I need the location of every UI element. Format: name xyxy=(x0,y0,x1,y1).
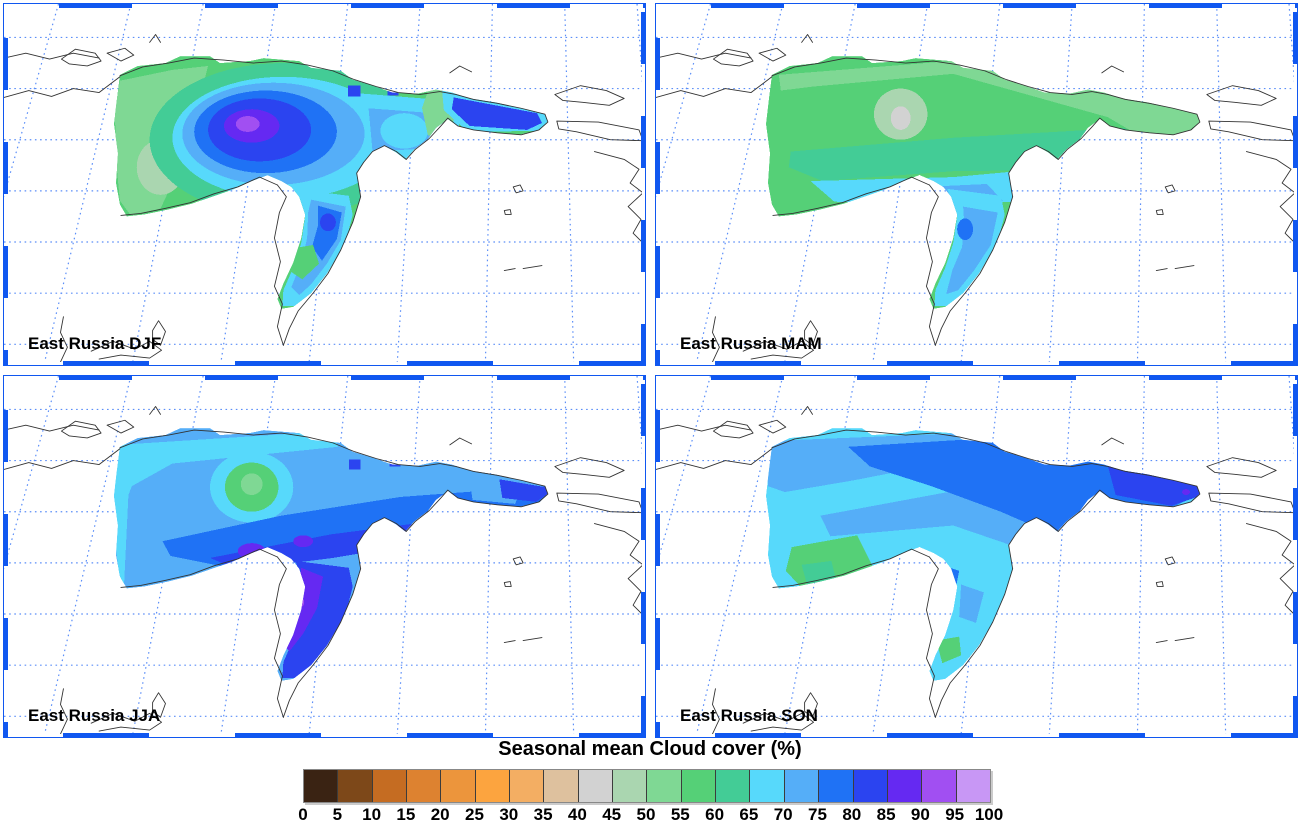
colorbar-tick-label: 30 xyxy=(499,805,519,824)
panel-label-djf: East Russia DJF xyxy=(28,334,162,353)
colorbar-cell xyxy=(407,770,442,802)
colorbar-cell xyxy=(613,770,648,802)
map-canvas-mam xyxy=(656,4,1294,362)
colorbar-tick-label: 70 xyxy=(773,805,793,824)
colorbar-scale xyxy=(303,769,991,803)
colorbar-cell xyxy=(338,770,373,802)
colorbar-tick-label: 10 xyxy=(362,805,382,824)
map-canvas-jja xyxy=(4,376,642,734)
colorbar-tick-label: 15 xyxy=(396,805,416,824)
colorbar-tick-label: 45 xyxy=(602,805,622,824)
panel-son: East Russia SON xyxy=(655,375,1298,738)
colorbar-tick-label: 75 xyxy=(808,805,827,824)
colorbar-cell xyxy=(956,770,990,802)
colorbar-cell xyxy=(475,770,511,802)
colorbar-cell xyxy=(510,770,545,802)
map-canvas-son xyxy=(656,376,1294,734)
panel-djf: East Russia DJF xyxy=(3,3,646,366)
colorbar-tick-label: 65 xyxy=(739,805,759,824)
colorbar-cell xyxy=(887,770,923,802)
colorbar-tick-label: 50 xyxy=(636,805,656,824)
colorbar-tick-label: 55 xyxy=(670,805,690,824)
colorbar-tick-label: 20 xyxy=(430,805,450,824)
colorbar-tick-label: 95 xyxy=(945,805,965,824)
colorbar-cell xyxy=(716,770,751,802)
colorbar-tick-label: 5 xyxy=(332,805,343,824)
colorbar-tick-label: 80 xyxy=(842,805,862,824)
colorbar-cell xyxy=(441,770,476,802)
colorbar-tick-labels: 0 5 10 15 20 25 30 35 40 45 50 55 60 65 70 75 80 85 90 95 10… xyxy=(298,805,1003,825)
colorbar-cell xyxy=(372,770,408,802)
map-canvas-djf xyxy=(4,4,642,362)
colorbar-tick-label: 85 xyxy=(876,805,896,824)
panel-mam: East Russia MAM xyxy=(655,3,1298,366)
colorbar-cell xyxy=(647,770,682,802)
panel-jja: East Russia JJA xyxy=(3,375,646,738)
colorbar-cell xyxy=(750,770,785,802)
colorbar-cell xyxy=(544,770,579,802)
colorbar-tick-label: 40 xyxy=(567,805,587,824)
colorbar-cell xyxy=(922,770,957,802)
panel-label-jja: East Russia JJA xyxy=(28,706,161,725)
colorbar-tick-label: 35 xyxy=(533,805,553,824)
colorbar-cell xyxy=(819,770,854,802)
colorbar-cell xyxy=(784,770,820,802)
colorbar-tick-label: 25 xyxy=(465,805,484,824)
colorbar-tick-label: 0 xyxy=(298,805,308,824)
colorbar-cell xyxy=(304,770,339,802)
colorbar-tick-label: 100 xyxy=(974,805,1004,824)
colorbar-cell xyxy=(578,770,614,802)
colorbar-tick-label: 90 xyxy=(910,805,930,824)
colorbar-title: Seasonal mean Cloud cover (%) xyxy=(498,738,802,760)
colorbar-cell xyxy=(853,770,888,802)
panel-label-son: East Russia SON xyxy=(680,706,818,725)
panel-label-mam: East Russia MAM xyxy=(680,334,822,353)
colorbar-tick-label: 60 xyxy=(705,805,725,824)
colorbar-cell xyxy=(681,770,717,802)
